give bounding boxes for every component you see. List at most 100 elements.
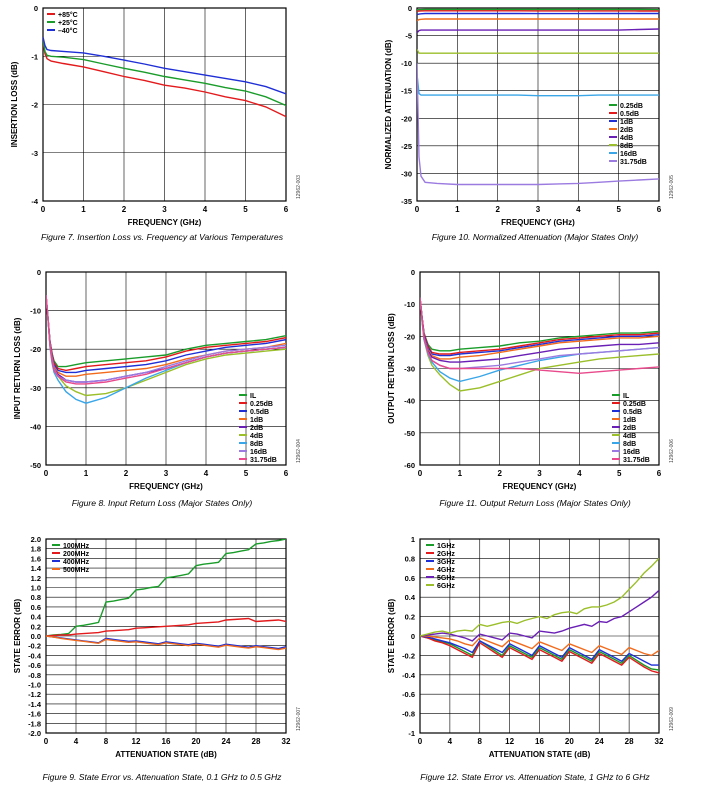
y-axis-label: NORMALIZED ATTENUATION (dB)	[384, 39, 393, 169]
x-tick-label: 6	[657, 205, 662, 214]
x-tick-label: 5	[243, 205, 248, 214]
legend-label: 0.5dB	[623, 409, 642, 416]
y-tick-label: 0.6	[31, 603, 41, 612]
y-tick-label: -10	[404, 300, 415, 309]
y-axis-label: STATE ERROR (dB)	[13, 598, 22, 673]
y-tick-label: 0.2	[31, 622, 41, 631]
y-tick-label: 0.8	[31, 593, 41, 602]
legend-label: 2dB	[623, 425, 636, 432]
y-tick-label: -0.4	[402, 671, 416, 680]
x-tick-label: 6	[284, 205, 289, 214]
legend-label: IL	[623, 393, 630, 400]
y-tick-label: 1.2	[31, 574, 41, 583]
legend-label: 400MHz	[63, 559, 90, 566]
figure-caption: Figure 7. Insertion Loss vs. Frequency a…	[41, 232, 284, 242]
y-tick-label: -35	[401, 197, 412, 206]
y-tick-label: -5	[405, 32, 412, 41]
x-tick-label: 28	[625, 737, 634, 746]
y-tick-label: -20	[30, 345, 41, 354]
x-tick-label: 2	[124, 469, 129, 478]
figure-id: 12962-005	[669, 175, 675, 199]
y-tick-label: -3	[31, 149, 38, 158]
series-line-05dB	[417, 11, 659, 12]
y-axis-label: INPUT RETURN LOSS (dB)	[13, 317, 22, 419]
y-axis-label: INSERTION LOSS (dB)	[10, 61, 19, 147]
y-tick-label: 0.4	[31, 613, 42, 622]
legend-label: 6GHz	[437, 583, 455, 590]
y-tick-label: -1	[408, 729, 415, 738]
x-tick-label: 32	[655, 737, 664, 746]
y-tick-label: 1.6	[31, 554, 41, 563]
x-tick-label: 12	[132, 737, 141, 746]
legend-label: 1dB	[250, 417, 263, 424]
x-tick-label: 24	[595, 737, 604, 746]
legend-label: 0.5dB	[250, 409, 269, 416]
legend-label: 1dB	[620, 119, 633, 126]
x-tick-label: 3	[164, 469, 169, 478]
y-tick-label: -0.8	[28, 671, 41, 680]
x-tick-label: 2	[495, 205, 500, 214]
y-axis-label: STATE ERROR (dB)	[387, 598, 396, 673]
x-tick-label: 1	[455, 205, 460, 214]
legend-label: 2GHz	[437, 551, 455, 558]
x-tick-label: 3	[162, 205, 167, 214]
x-tick-label: 5	[616, 205, 621, 214]
y-tick-label: 1.8	[31, 545, 41, 554]
x-tick-label: 1	[458, 469, 463, 478]
y-tick-label: -1.4	[28, 700, 42, 709]
y-tick-label: -60	[404, 461, 415, 470]
legend-label: +25°C	[58, 19, 78, 27]
x-tick-label: 0	[41, 205, 46, 214]
legend-label: 2dB	[620, 127, 633, 134]
x-axis-label: FREQUENCY (GHz)	[503, 482, 577, 491]
legend-label: 8dB	[623, 441, 636, 448]
x-tick-label: 16	[535, 737, 544, 746]
legend-label: 16dB	[250, 449, 267, 456]
y-tick-label: -40	[30, 422, 41, 431]
x-tick-label: 12	[505, 737, 514, 746]
legend-label: 16dB	[623, 449, 640, 456]
y-tick-label: -1	[31, 52, 38, 61]
figure-caption: Figure 10. Normalized Attenuation (Major…	[432, 232, 639, 242]
x-tick-label: 20	[565, 737, 574, 746]
x-tick-label: 3	[536, 205, 541, 214]
legend-label: 8dB	[250, 441, 263, 448]
x-tick-label: 28	[252, 737, 261, 746]
legend-label: 0.5dB	[620, 111, 639, 118]
y-tick-label: -10	[30, 307, 41, 316]
x-tick-label: 4	[204, 469, 209, 478]
figure-caption: Figure 11. Output Return Loss (Major Sta…	[439, 498, 631, 508]
x-tick-label: 32	[282, 737, 291, 746]
x-tick-label: 1	[81, 205, 86, 214]
y-axis-label: OUTPUT RETURN LOSS (dB)	[387, 313, 396, 424]
x-tick-label: 6	[657, 469, 662, 478]
x-axis-label: FREQUENCY (GHz)	[501, 218, 575, 227]
x-tick-label: 0	[44, 737, 49, 746]
legend-label: 8dB	[620, 143, 633, 150]
legend-label: 3GHz	[437, 559, 455, 566]
legend-label: 16dB	[620, 151, 637, 158]
figure-id: 12962-006	[669, 439, 675, 463]
x-tick-label: 24	[222, 737, 231, 746]
x-tick-label: 2	[497, 469, 502, 478]
x-tick-label: 16	[162, 737, 171, 746]
y-tick-label: -20	[401, 114, 412, 123]
y-tick-label: -50	[30, 461, 41, 470]
legend-label: 31.75dB	[620, 159, 647, 166]
y-tick-label: -30	[401, 169, 412, 178]
y-tick-label: -0.8	[402, 710, 415, 719]
legend-label: 1dB	[623, 417, 636, 424]
x-axis-label: FREQUENCY (GHz)	[128, 218, 202, 227]
x-tick-label: 3	[537, 469, 542, 478]
x-tick-label: 0	[418, 469, 423, 478]
y-tick-label: 0	[411, 632, 415, 641]
figure-id: 12962-007	[296, 707, 302, 731]
figure-id: 12962-003	[296, 175, 302, 199]
y-tick-label: -2	[31, 101, 38, 110]
y-tick-label: -4	[31, 197, 38, 206]
x-axis-label: FREQUENCY (GHz)	[129, 482, 203, 491]
y-tick-label: -1.6	[28, 710, 41, 719]
